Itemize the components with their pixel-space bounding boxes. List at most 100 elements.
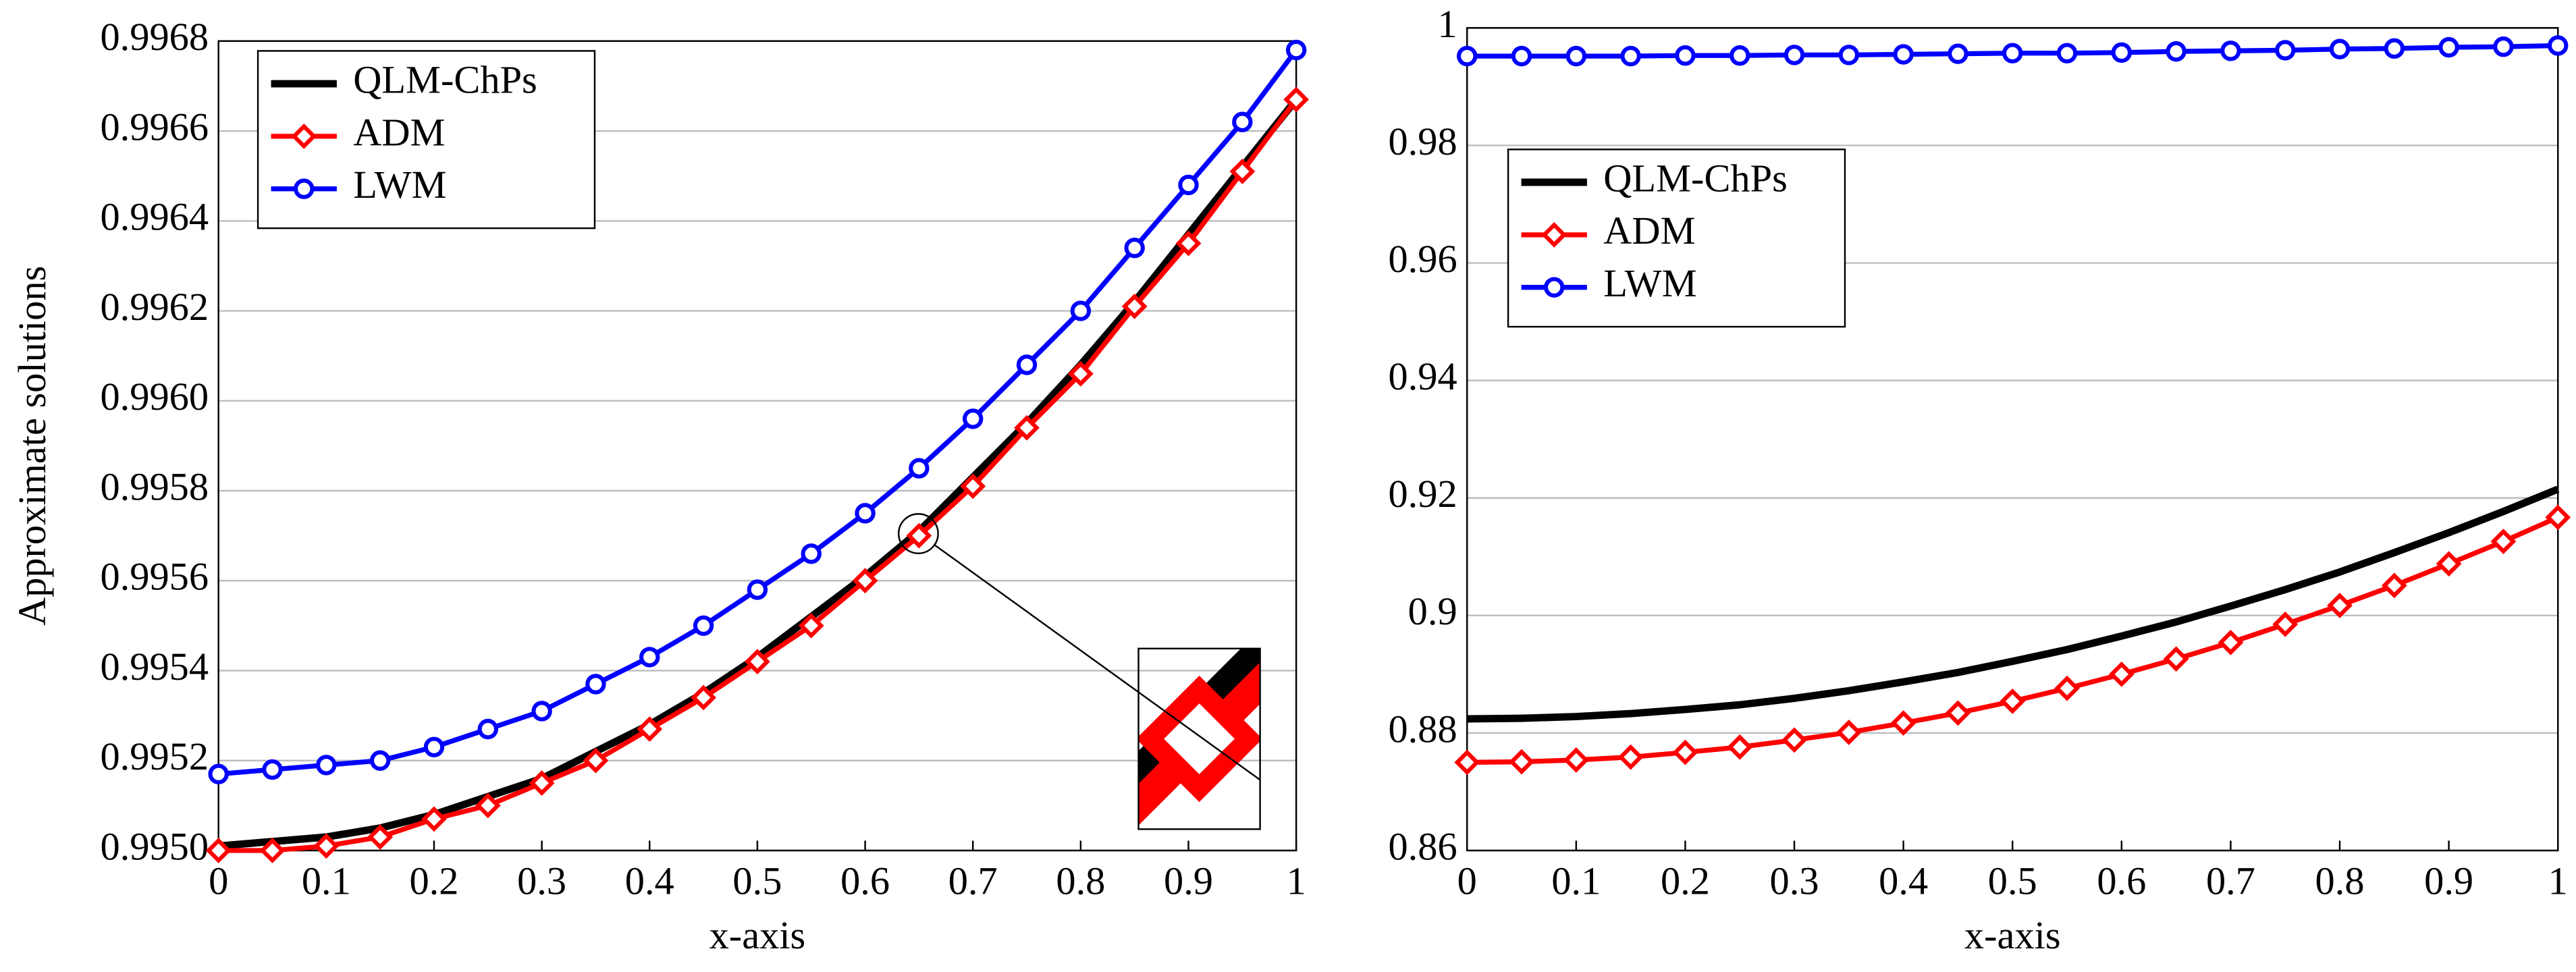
legend-label: ADM bbox=[353, 110, 445, 154]
y-tick-label: 0.9968 bbox=[101, 15, 209, 59]
data-point bbox=[1014, 414, 1040, 441]
x-tick-label: 0.4 bbox=[625, 859, 674, 902]
x-tick-label: 0.8 bbox=[2315, 859, 2365, 902]
y-tick-label: 0.96 bbox=[1388, 237, 1457, 281]
data-point bbox=[2493, 36, 2514, 57]
x-tick-label: 0.6 bbox=[840, 859, 890, 902]
data-point bbox=[691, 684, 717, 711]
y-tick-label: 1 bbox=[1437, 2, 1457, 46]
x-tick-label: 0.9 bbox=[2424, 859, 2473, 902]
data-point bbox=[423, 736, 445, 757]
zoom-circle bbox=[898, 513, 939, 554]
data-point bbox=[906, 522, 932, 549]
y-tick-label: 0.9 bbox=[1408, 589, 1457, 633]
data-point bbox=[1729, 45, 1750, 66]
x-tick-label: 0.1 bbox=[1551, 859, 1601, 902]
data-point bbox=[963, 408, 984, 429]
data-point bbox=[1617, 744, 1644, 770]
plot-frame bbox=[1466, 27, 2559, 852]
data-point bbox=[2220, 40, 2241, 61]
data-point bbox=[2384, 38, 2405, 59]
y-tick-label: 0.9952 bbox=[101, 734, 209, 778]
data-point bbox=[2381, 572, 2407, 599]
legend-marker bbox=[294, 178, 315, 199]
legend-marker bbox=[1541, 221, 1567, 248]
y-tick-label: 0.9956 bbox=[101, 555, 209, 599]
zoom-connector bbox=[934, 544, 1261, 781]
data-point bbox=[1285, 39, 1307, 61]
data-point bbox=[1727, 734, 1753, 760]
data-point bbox=[1457, 45, 1478, 67]
y-tick-label: 0.9960 bbox=[101, 375, 209, 418]
data-point bbox=[2218, 629, 2244, 655]
data-point bbox=[1229, 159, 1256, 184]
data-point bbox=[2438, 36, 2459, 58]
data-point bbox=[1675, 45, 1696, 66]
data-point bbox=[2329, 38, 2351, 59]
x-tick-label: 1 bbox=[2548, 859, 2568, 902]
x-tick-label: 0.2 bbox=[1661, 859, 1710, 902]
data-point bbox=[1511, 45, 1532, 67]
x-tick-label: 0 bbox=[209, 859, 228, 902]
y-tick-label: 0.88 bbox=[1388, 707, 1457, 751]
data-point bbox=[1121, 293, 1148, 319]
x-axis-label: x-axis bbox=[709, 913, 806, 957]
data-point bbox=[960, 473, 986, 500]
data-point bbox=[1948, 43, 1968, 64]
data-point bbox=[208, 763, 229, 784]
data-point bbox=[1893, 44, 1914, 65]
data-point bbox=[1454, 749, 1480, 776]
data-point bbox=[1016, 354, 1038, 375]
data-point bbox=[637, 716, 663, 742]
data-point bbox=[801, 543, 822, 564]
y-tick-label: 0.9964 bbox=[101, 195, 209, 239]
data-point bbox=[852, 568, 878, 594]
x-tick-label: 0.3 bbox=[1770, 859, 1819, 902]
legend-label: ADM bbox=[1603, 209, 1695, 252]
data-point bbox=[2327, 593, 2353, 618]
x-axis-label: x-axis bbox=[1964, 913, 2061, 957]
data-point bbox=[909, 458, 930, 479]
data-point bbox=[585, 674, 606, 695]
x-tick-label: 0 bbox=[1457, 859, 1477, 902]
data-point bbox=[798, 612, 824, 639]
data-point bbox=[367, 824, 394, 850]
data-point bbox=[2111, 42, 2132, 63]
y-tick-label: 0.9950 bbox=[101, 824, 209, 868]
data-point bbox=[1178, 174, 1199, 196]
data-point bbox=[2166, 40, 2186, 62]
data-point bbox=[2108, 661, 2135, 687]
data-point bbox=[2002, 43, 2023, 63]
data-point bbox=[205, 838, 232, 863]
x-tick-label: 0.5 bbox=[732, 859, 782, 902]
data-point bbox=[477, 718, 499, 740]
data-point bbox=[2054, 675, 2080, 701]
x-tick-label: 1 bbox=[1287, 859, 1306, 902]
data-point bbox=[1835, 720, 1862, 745]
x-tick-label: 0.3 bbox=[517, 859, 566, 902]
data-point bbox=[1067, 360, 1094, 387]
data-point bbox=[1672, 739, 1698, 765]
data-point bbox=[1124, 238, 1145, 259]
data-point bbox=[2490, 529, 2517, 555]
inset-box bbox=[1137, 647, 1261, 830]
legend-marker bbox=[1544, 277, 1565, 298]
data-point bbox=[855, 503, 876, 524]
data-point bbox=[693, 615, 714, 637]
x-tick-label: 0.1 bbox=[302, 859, 351, 902]
series-line bbox=[1467, 485, 2560, 723]
data-point bbox=[2056, 43, 2078, 63]
y-tick-label: 0.98 bbox=[1388, 119, 1457, 163]
data-point bbox=[262, 759, 283, 780]
y-tick-label: 0.92 bbox=[1388, 472, 1457, 516]
data-point bbox=[259, 838, 286, 863]
data-point bbox=[639, 647, 660, 668]
data-point bbox=[1070, 300, 1092, 321]
data-point bbox=[529, 770, 555, 796]
x-tick-label: 0.8 bbox=[1056, 859, 1105, 902]
y-tick-label: 0.86 bbox=[1388, 824, 1457, 868]
data-point bbox=[1232, 111, 1253, 132]
data-point bbox=[2436, 551, 2462, 577]
zoom-inset bbox=[1137, 647, 1261, 830]
